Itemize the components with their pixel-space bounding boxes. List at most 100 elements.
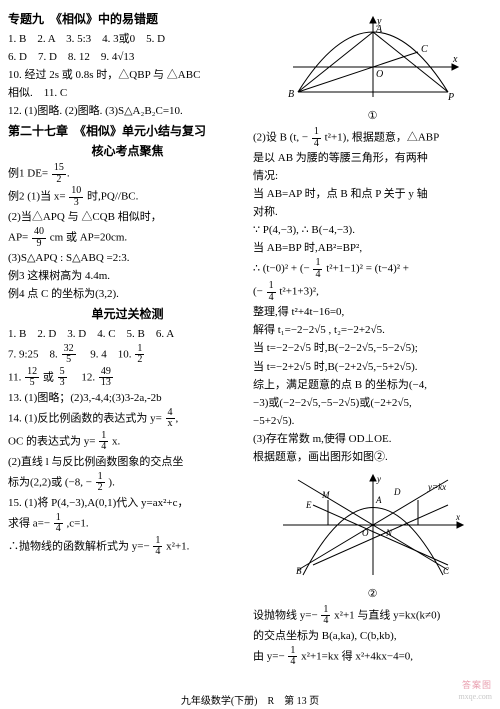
r19a: 设抛物线 y=− [253, 609, 318, 621]
r9b: t²+1+3)², [279, 286, 318, 298]
r2b: (t, − [290, 132, 308, 144]
t142c: (−8, − [65, 476, 92, 488]
r9: (− 1 4 t²+1+3)², [253, 281, 492, 303]
r21a: 由 y=− [253, 650, 285, 662]
r5: 当 AB=AP 时，点 B 和点 P 关于 y 轴 [253, 186, 492, 203]
lbl2-B: B [296, 566, 302, 576]
watermark-url: mxqe.com [458, 692, 492, 701]
r19b: x²+1 与直线 y=kx(k≠0) [334, 609, 440, 621]
lbl2-D: D [393, 487, 401, 497]
left-column: 专题九 《相似》中的易错题 1. B 2. A 3. 5:3 4. 3或0 5.… [8, 8, 247, 687]
r2c: t²+1), [325, 132, 349, 144]
frac-1-4-oc: 1 4 [99, 431, 108, 453]
lbl-A: A [375, 24, 383, 35]
r18: 根据题意，画出图形如图②. [253, 449, 492, 466]
lbl2-ykx: y=kx [427, 482, 446, 492]
t15b: 求得 a=− [8, 518, 50, 530]
r4: 情况: [253, 168, 492, 185]
ex2-a: 例2 (1)当 x= [8, 191, 66, 203]
t11a: 11. [8, 371, 21, 383]
watermark: 答案图 [462, 678, 492, 691]
test-15-d: ∴抛物线的函数解析式为 y=− 1 4 x²+1. [8, 536, 247, 558]
frac-12-5: 12 5 [25, 367, 39, 389]
subhead-core: 核心考点聚焦 [8, 142, 247, 161]
t11or: 或 [43, 371, 54, 383]
test-15-b: 求得 a=− 1 4 ,c=1. [8, 513, 247, 535]
lbl2-N: N [385, 528, 393, 538]
test-1-6: 1. B 2. D 3. D 4. C 5. B 6. A [8, 326, 247, 343]
answer-10a: 10. 经过 2s 或 0.8s 时，△QBP 与 △ABC [8, 67, 247, 84]
r8a: ∴ (t−0)² + [253, 263, 297, 275]
lbl-C: C [421, 44, 428, 55]
r13: 当 t=−2+2√5 时,B(−2+2√5,−5+2√5). [253, 359, 492, 376]
r15: −3)或(−2−2√5,−5−2√5)或(−2+2√5, [253, 395, 492, 412]
r16: −5+2√5). [253, 413, 492, 430]
r6: ∵ P(4,−3), ∴ B(−4,−3). [253, 222, 492, 239]
frac-r9: 1 4 [267, 281, 276, 303]
example-2-2: (2)当△APQ 与 △CQB 相似时， [8, 209, 247, 226]
lbl-P: P [447, 92, 454, 102]
frac-r8: 1 4 [313, 258, 322, 280]
r3: 是以 AB 为腰的等腰三角形，有两种 [253, 150, 492, 167]
t7a: 7. 9:25 8. [8, 348, 61, 360]
answers-6-9: 6. D 7. D 8. 12 9. 4√13 [8, 49, 247, 66]
example-3: 例3 这棵树高为 4.4m. [8, 268, 247, 285]
frac-1-2: 1 2 [135, 344, 144, 366]
lbl2-C: C [443, 566, 450, 576]
chapter-27-title: 第二十七章 《相似》单元小结与复习 [8, 122, 247, 141]
test-13: 13. (1)图略；(2)3,-4,4;(3)3-2a,-2b [8, 390, 247, 407]
lbl2-M: M [321, 490, 330, 500]
ex2-b: 时,PQ//BC. [87, 191, 138, 203]
figure-2: y x A M D O N B C E y=kx ② [253, 470, 492, 603]
r2a: (2)设 B [253, 132, 287, 144]
example-1: 例1 DE= 15 2 . [8, 163, 247, 185]
test-14-1: 14. (1)反比例函数的表达式为 y= 4 x , [8, 408, 247, 430]
test-14-oc: OC 的表达式为 y= 1 4 x. [8, 431, 247, 453]
frac-32-5: 32 5 [62, 344, 76, 366]
r8: ∴ (t−0)² + (− 1 4 t²+1−1)² = (t−4)² + [253, 258, 492, 280]
t15d2a: ∴抛物线的函数解析式为 y=− [8, 541, 150, 553]
frac-r2: 1 4 [312, 127, 321, 149]
ap-a: AP= [8, 232, 28, 244]
r17: (3)存在常数 m,使得 OD⊥OE. [253, 431, 492, 448]
answers-1-5: 1. B 2. A 3. 5:3 4. 3或0 5. D [8, 31, 247, 48]
frac-1-2-b: 1 2 [96, 472, 105, 494]
ex1-label: 例1 DE= [8, 168, 48, 180]
figure-1-svg: y x A O B P C [283, 12, 463, 102]
right-column: y x A O B P C ① (2)设 B (t, − 1 4 t²+1), … [253, 8, 492, 687]
example-2-ap: AP= 40 9 cm 或 AP=20cm. [8, 227, 247, 249]
topic-9-title: 专题九 《相似》中的易错题 [8, 10, 247, 29]
frac-5-3: 5 3 [58, 367, 67, 389]
test-15-1: 15. (1)将 P(4,−3),A(0,1)代入 y=ax²+c， [8, 495, 247, 512]
oc1: OC 的表达式为 y= [8, 435, 95, 447]
page-footer: 九年级数学(下册) R 第 13 页 [0, 692, 500, 707]
t14a: 14. (1)反比例函数的表达式为 y= [8, 412, 162, 424]
test-7-10: 7. 9:25 8. 32 5 9. 4 10. 1 2 [8, 344, 247, 366]
example-4: 例4 点 C 的坐标为(3,2). [8, 286, 247, 303]
lbl2-O: O [362, 528, 369, 538]
lbl-B: B [288, 89, 294, 100]
test-11-12: 11. 12 5 或 5 3 12. 49 13 [8, 367, 247, 389]
t142e: ). [108, 476, 114, 488]
test-14-2a: (2)直线 l 与反比例函数图象的交点坐 [8, 454, 247, 471]
r19: 设抛物线 y=− 1 4 x²+1 与直线 y=kx(k≠0) [253, 605, 492, 627]
r11: 解得 t₁=−2−2√5 , t₂=−2+2√5. [253, 322, 492, 339]
r5b: 对称. [253, 204, 492, 221]
frac-r21: 1 4 [288, 646, 297, 668]
answer-12: 12. (1)图略. (2)图略. (3)S△A₂B₂C=10. [8, 103, 247, 120]
t142b: 标为(2,2)或 [8, 476, 62, 488]
r21: 由 y=− 1 4 x²+1=kx 得 x²+4kx−4=0, [253, 646, 492, 668]
frac-49-13: 49 13 [99, 367, 113, 389]
r7: 当 AB=BP 时,AB²=BP², [253, 240, 492, 257]
r21b: x²+1=kx 得 x²+4kx−4=0, [301, 650, 413, 662]
lbl2-E: E [305, 500, 312, 510]
r-step2: (2)设 B (t, − 1 4 t²+1), 根据题意，△ABP [253, 127, 492, 149]
frac-1-4-b: 1 4 [153, 536, 162, 558]
frac-1-4-a: 1 4 [54, 513, 63, 535]
r9a: (− [253, 286, 263, 298]
frac-15-2: 15 2 [52, 163, 66, 185]
example-2-3: (3)S△APQ : S△ABQ =2:3. [8, 250, 247, 267]
figure-2-caption: ② [253, 586, 492, 603]
r8e: = (t−4)² + [366, 263, 409, 275]
t12a: 12. [70, 371, 95, 383]
